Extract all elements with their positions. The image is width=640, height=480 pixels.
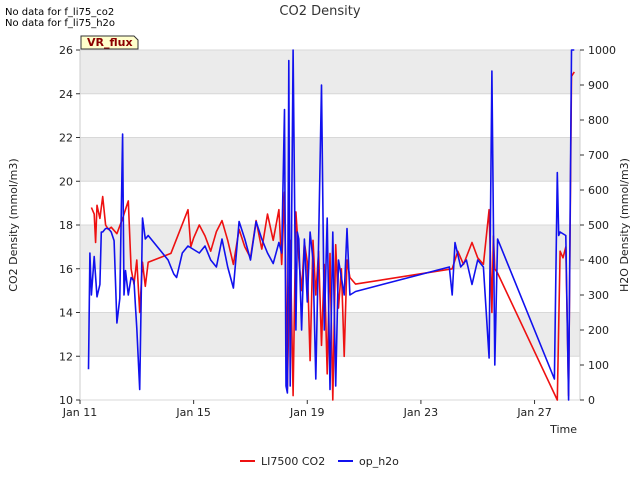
no-data-notice-h2o: No data for f_li75_h2o — [5, 18, 116, 29]
y-axis-right: 0 100 200 300 400 500 600 700 800 900 1000 — [580, 44, 616, 407]
y-right-tick-label: 800 — [588, 114, 609, 127]
legend: LI7500 CO2 op_h2o — [240, 455, 399, 468]
y-right-tick-label: 1000 — [588, 44, 616, 57]
y-right-tick-label: 500 — [588, 219, 609, 232]
y-left-tick-label: 22 — [59, 132, 73, 145]
series-line-h2o — [87, 49, 575, 401]
badge-label: VR_flux — [87, 36, 133, 49]
badge-box — [80, 35, 139, 50]
y-left-tick-label: 24 — [59, 88, 73, 101]
vr-flux-badge: VR_flux — [80, 35, 139, 50]
x-tick-label: Jan 23 — [403, 406, 438, 419]
y-left-tick-label: 16 — [59, 263, 73, 276]
y-axis-left: 10 12 14 16 18 20 22 24 26 — [59, 44, 80, 407]
chart-title: CO2 Density — [279, 4, 360, 19]
y-right-tick-label: 700 — [588, 149, 609, 162]
y-left-tick-label: 18 — [59, 219, 73, 232]
y-axis-left-label: CO2 Density (mmol/m3) — [7, 158, 20, 291]
x-axis-label: Time — [549, 423, 577, 436]
x-tick-label: Jan 27 — [516, 406, 551, 419]
gridlines — [80, 49, 580, 401]
y-right-tick-label: 600 — [588, 184, 609, 197]
y-right-tick-label: 200 — [588, 324, 609, 337]
y-left-tick-label: 26 — [59, 44, 73, 57]
y-right-tick-label: 0 — [588, 394, 595, 407]
y-right-tick-label: 400 — [588, 254, 609, 267]
legend-label-co2: LI7500 CO2 — [261, 455, 325, 468]
background-bands — [80, 50, 580, 357]
background-band — [80, 137, 580, 182]
y-right-tick-label: 300 — [588, 289, 609, 302]
y-right-tick-label: 100 — [588, 359, 609, 372]
legend-label-h2o: op_h2o — [359, 455, 399, 468]
y-axis-right-label: H2O Density (mmol/m3) — [618, 158, 631, 292]
background-band — [80, 50, 580, 94]
no-data-notice-co2: No data for f_li75_co2 — [5, 7, 115, 18]
y-right-tick-label: 900 — [588, 79, 609, 92]
y-left-tick-label: 20 — [59, 175, 73, 188]
series-layer — [87, 49, 575, 401]
x-tick-label: Jan 11 — [62, 406, 97, 419]
x-axis: Jan 11 Jan 15 Jan 19 Jan 23 Jan 27 — [62, 400, 552, 419]
x-tick-label: Jan 15 — [175, 406, 210, 419]
series-line-co2 — [90, 71, 575, 401]
y-left-tick-label: 14 — [59, 307, 73, 320]
x-tick-label: Jan 19 — [289, 406, 324, 419]
y-left-tick-label: 10 — [59, 394, 73, 407]
y-left-tick-label: 12 — [59, 350, 73, 363]
